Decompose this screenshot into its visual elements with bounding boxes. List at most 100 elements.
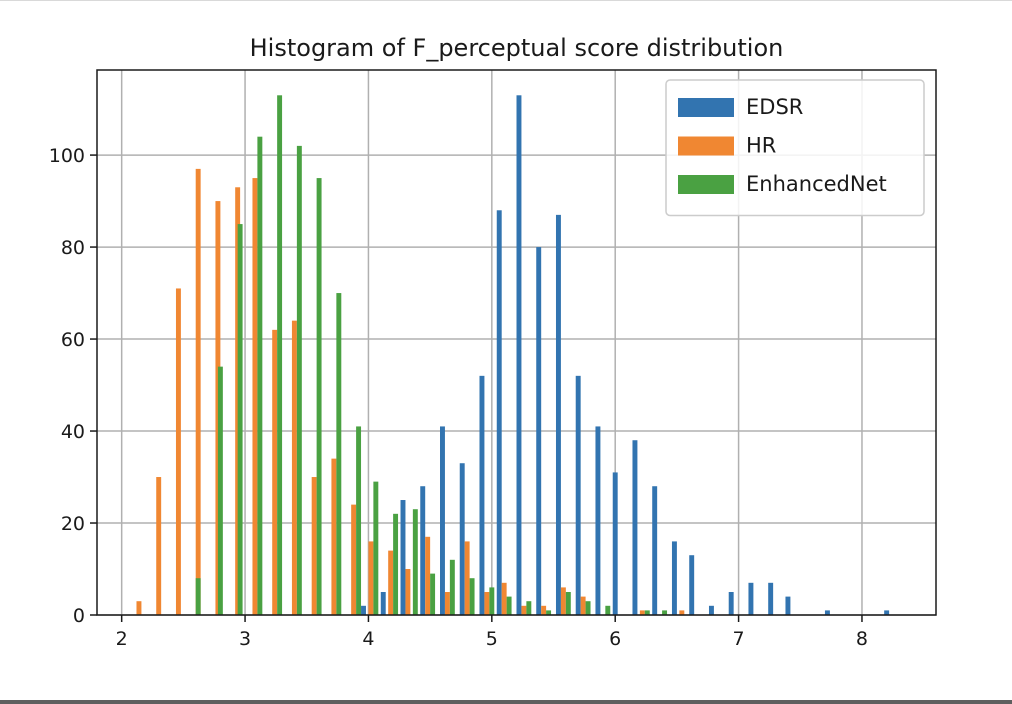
bar-enhancednet (644, 610, 650, 615)
bar-edsr (632, 440, 638, 615)
bar-hr (501, 582, 507, 615)
bar-enhancednet (506, 596, 512, 615)
bar-hr (541, 605, 547, 615)
bar-enhancednet (277, 95, 283, 616)
bar-hr (679, 610, 685, 615)
bar-enhancednet (662, 610, 668, 615)
bar-hr (252, 178, 258, 615)
bar-hr (175, 288, 181, 615)
bar-edsr (612, 472, 618, 615)
chart-title: Histogram of F_perceptual score distribu… (250, 34, 784, 62)
bar-edsr (689, 555, 695, 615)
bar-hr (136, 601, 142, 615)
x-tick-label: 8 (856, 628, 868, 650)
bar-enhancednet (449, 559, 455, 615)
bar-hr (195, 168, 201, 616)
bar-hr (272, 329, 278, 615)
bar-hr (331, 458, 337, 615)
bar-hr (351, 504, 357, 615)
bar-enhancednet (257, 136, 263, 616)
legend-swatch-edsr (678, 98, 734, 117)
bar-hr (464, 541, 470, 615)
top-edge-line (0, 0, 1012, 1)
bottom-edge-bar (0, 700, 1012, 704)
bar-enhancednet (195, 578, 201, 615)
y-tick-label: 40 (61, 421, 85, 443)
bar-enhancednet (412, 509, 418, 615)
bar-enhancednet (526, 601, 532, 615)
bar-edsr (380, 592, 386, 615)
bar-hr (311, 477, 317, 615)
bar-hr (444, 592, 450, 615)
bar-enhancednet (489, 587, 495, 615)
bar-hr (484, 592, 490, 615)
bar-hr (156, 477, 162, 615)
bar-hr (388, 550, 394, 615)
bar-edsr (479, 375, 485, 615)
bar-edsr (748, 582, 754, 615)
bar-edsr (708, 605, 714, 615)
bar-hr (580, 596, 586, 615)
bar-edsr (768, 582, 774, 615)
bar-edsr (361, 605, 366, 615)
bar-edsr (652, 486, 658, 615)
x-tick-label: 4 (362, 628, 374, 650)
bar-edsr (575, 375, 581, 615)
bar-edsr (595, 426, 601, 615)
y-tick-label: 80 (61, 237, 85, 259)
bar-edsr (728, 592, 734, 615)
bar-edsr (459, 463, 465, 615)
bar-enhancednet (316, 178, 322, 615)
bar-enhancednet (217, 366, 223, 615)
x-tick-label: 3 (239, 628, 251, 650)
bar-enhancednet (393, 513, 399, 615)
bar-enhancednet (585, 601, 591, 615)
legend-swatch-enhancednet (678, 175, 734, 194)
y-tick-label: 0 (73, 605, 85, 627)
bar-enhancednet (430, 573, 436, 615)
bar-enhancednet (565, 592, 571, 615)
bar-edsr (516, 95, 522, 616)
y-tick-label: 100 (49, 145, 85, 167)
bar-hr (521, 605, 527, 615)
bar-edsr (400, 500, 406, 615)
bar-edsr (536, 247, 542, 615)
x-tick-label: 6 (609, 628, 621, 650)
bar-edsr (555, 214, 561, 615)
bar-hr (639, 610, 645, 615)
y-tick-label: 20 (61, 513, 85, 535)
bar-edsr (420, 486, 426, 615)
bar-enhancednet (469, 578, 475, 615)
legend: EDSR HR EnhancedNet (665, 79, 925, 217)
bar-hr (405, 569, 411, 615)
bar-edsr (824, 610, 830, 615)
bar-edsr (496, 210, 502, 615)
bar-enhancednet (373, 481, 379, 615)
x-tick-label: 5 (486, 628, 498, 650)
legend-label-enhancednet: EnhancedNet (746, 172, 887, 196)
bar-enhancednet (356, 426, 362, 615)
bar-hr (368, 541, 374, 615)
x-tick-label: 2 (116, 628, 128, 650)
bar-enhancednet (546, 610, 552, 615)
bar-enhancednet (336, 293, 342, 615)
bar-edsr (884, 610, 890, 615)
bar-hr (425, 536, 431, 615)
bar-enhancednet (296, 145, 302, 615)
bar-enhancednet (237, 224, 243, 616)
legend-label-edsr: EDSR (746, 95, 803, 119)
legend-swatch-hr (678, 136, 734, 156)
bar-enhancednet (605, 605, 611, 615)
bar-edsr (785, 596, 791, 615)
y-tick-label: 60 (61, 329, 85, 351)
x-tick-label: 7 (733, 628, 745, 650)
legend-label-hr: HR (746, 134, 776, 158)
bar-edsr (671, 541, 677, 615)
plot-frame (96, 69, 937, 616)
bar-edsr (440, 426, 445, 615)
bar-hr (560, 587, 566, 615)
bars (136, 95, 890, 616)
bar-hr (291, 320, 297, 615)
